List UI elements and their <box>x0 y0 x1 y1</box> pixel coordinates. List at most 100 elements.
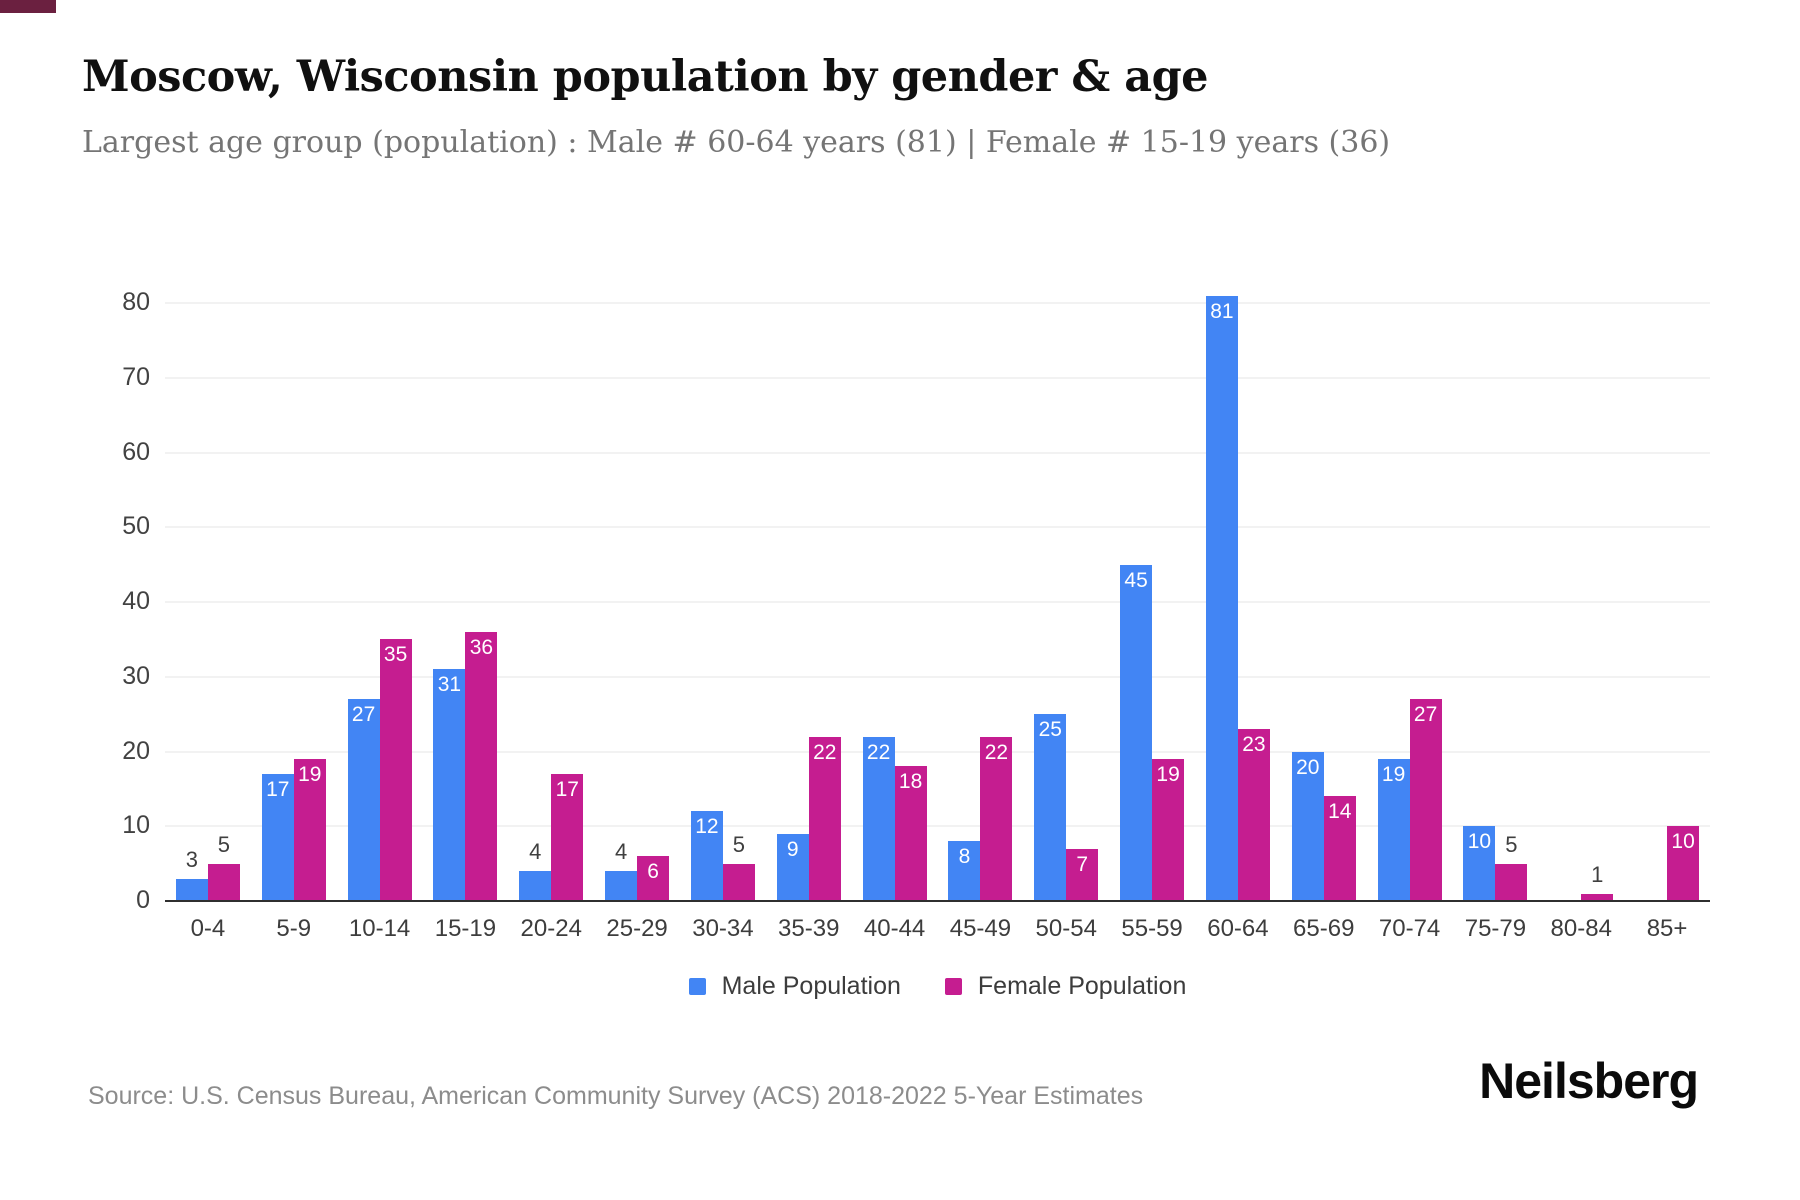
female-bar-55-59[interactable]: 19 <box>1152 758 1185 901</box>
male-bar-25-29[interactable] <box>605 871 638 901</box>
x-axis-tick-label: 50-54 <box>1035 915 1097 942</box>
bar-value-label: 17 <box>555 777 579 801</box>
y-axis-tick-label: 70 <box>122 362 150 391</box>
female-bar-25-29[interactable]: 6 <box>637 856 670 901</box>
y-axis-tick-label: 0 <box>136 886 150 914</box>
x-axis-tick-label: 60-64 <box>1207 915 1269 942</box>
y-axis-tick-label: 10 <box>122 811 150 840</box>
bar-value-label: 17 <box>266 777 290 801</box>
male-bar-15-19[interactable]: 31 <box>433 669 466 901</box>
bar-value-label: 8 <box>958 845 971 869</box>
bar-value-label: 22 <box>813 740 837 764</box>
male-bar-45-49[interactable]: 8 <box>948 841 981 901</box>
neilsberg-logo: Neilsberg <box>1479 1053 1699 1109</box>
chart-title: Moscow, Wisconsin population by gender &… <box>82 52 1209 102</box>
female-bar-60-64[interactable]: 23 <box>1237 729 1270 901</box>
bar-value-label: 3 <box>185 846 199 872</box>
x-axis-tick-label: 5-9 <box>276 915 312 942</box>
bar-value-label: 19 <box>298 762 322 786</box>
gridline <box>165 376 1710 379</box>
male-bar-60-64[interactable]: 81 <box>1205 295 1238 901</box>
x-axis-tick-label: 80-84 <box>1550 915 1612 942</box>
bar-value-label: 22 <box>984 740 1009 764</box>
female-bar-10-14[interactable]: 35 <box>379 639 412 901</box>
x-axis-baseline <box>165 900 1710 902</box>
legend-item-male: Male Population <box>688 972 901 1001</box>
y-axis-tick-label: 60 <box>122 437 150 466</box>
male-bar-30-34[interactable]: 12 <box>690 811 723 901</box>
female-bar-20-24[interactable]: 17 <box>551 773 584 901</box>
male-bar-75-79[interactable]: 10 <box>1463 826 1496 901</box>
male-bar-5-9[interactable]: 17 <box>261 773 294 901</box>
gridline <box>165 825 1710 828</box>
bar-value-label: 14 <box>1328 800 1352 824</box>
gridline <box>165 526 1710 529</box>
bar-value-label: 20 <box>1296 755 1320 779</box>
male-bar-0-4[interactable] <box>175 878 208 901</box>
gridline <box>165 302 1710 304</box>
bar-value-label: 9 <box>786 837 799 861</box>
bar-value-label: 27 <box>1413 703 1438 727</box>
bar-value-label: 19 <box>1381 762 1406 786</box>
y-axis-tick-label: 30 <box>122 661 150 690</box>
x-axis-tick-label: 30-34 <box>692 915 754 942</box>
y-axis-tick-label: 50 <box>122 512 150 541</box>
bar-value-label: 4 <box>529 839 542 865</box>
female-bar-40-44[interactable]: 18 <box>894 766 927 901</box>
female-bar-80-84[interactable] <box>1581 893 1614 901</box>
male-bar-65-69[interactable]: 20 <box>1291 751 1324 901</box>
legend-swatch-icon <box>688 978 706 995</box>
legend-label: Male Population <box>721 972 901 1000</box>
x-axis-tick-label: 0-4 <box>190 915 226 942</box>
bar-value-label: 12 <box>695 815 719 839</box>
bar-value-label: 4 <box>614 839 628 865</box>
x-axis-tick-label: 35-39 <box>778 915 840 942</box>
male-bar-20-24[interactable] <box>519 871 552 901</box>
male-bar-50-54[interactable]: 25 <box>1034 714 1067 901</box>
legend-swatch-icon <box>944 978 962 995</box>
female-bar-45-49[interactable]: 22 <box>980 736 1013 901</box>
male-bar-35-39[interactable]: 9 <box>776 833 809 901</box>
x-axis-tick-label: 85+ <box>1646 915 1688 942</box>
female-bar-0-4[interactable] <box>207 863 240 901</box>
x-axis-tick-label: 45-49 <box>949 915 1012 942</box>
bar-value-label: 10 <box>1467 830 1492 854</box>
female-bar-30-34[interactable] <box>722 863 755 901</box>
bar-value-label: 31 <box>437 673 462 697</box>
x-axis-tick-label: 75-79 <box>1464 915 1527 942</box>
female-bar-75-79[interactable] <box>1495 863 1528 901</box>
legend-item-female: Female Population <box>944 972 1187 1001</box>
female-bar-15-19[interactable]: 36 <box>465 631 498 901</box>
male-bar-55-59[interactable]: 45 <box>1120 564 1153 901</box>
y-axis-tick-label: 80 <box>122 288 150 316</box>
x-axis-tick-label: 10-14 <box>348 915 411 942</box>
bar-value-label: 7 <box>1076 852 1089 876</box>
bar-value-label: 23 <box>1242 733 1266 757</box>
x-axis-tick-label: 65-69 <box>1293 915 1355 942</box>
female-bar-65-69[interactable]: 14 <box>1323 796 1356 901</box>
male-bar-40-44[interactable]: 22 <box>862 736 895 901</box>
gridline <box>165 601 1710 603</box>
chart-subtitle: Largest age group (population) : Male # … <box>82 125 1391 160</box>
bar-value-label: 19 <box>1156 762 1180 786</box>
x-axis-tick-label: 70-74 <box>1378 915 1441 942</box>
bar-value-label: 5 <box>1505 831 1518 857</box>
legend-label: Female Population <box>977 972 1187 1000</box>
corner-mark <box>0 0 56 13</box>
female-bar-85+[interactable]: 10 <box>1667 826 1700 901</box>
gridline <box>165 750 1710 753</box>
y-axis-tick-label: 40 <box>122 587 150 615</box>
legend: Male Population Female Population <box>165 972 1710 1001</box>
male-bar-70-74[interactable]: 19 <box>1377 758 1410 901</box>
female-bar-35-39[interactable]: 22 <box>808 736 841 901</box>
bar-value-label: 5 <box>732 831 746 857</box>
female-bar-50-54[interactable]: 7 <box>1066 848 1099 901</box>
male-bar-10-14[interactable]: 27 <box>347 699 380 901</box>
bar-value-label: 35 <box>383 643 408 667</box>
bar-value-label: 27 <box>351 703 376 727</box>
female-bar-5-9[interactable]: 19 <box>293 758 326 901</box>
source-attribution: Source: U.S. Census Bureau, American Com… <box>88 1082 1144 1110</box>
female-bar-70-74[interactable]: 27 <box>1409 699 1442 901</box>
bar-value-label: 36 <box>469 635 494 659</box>
